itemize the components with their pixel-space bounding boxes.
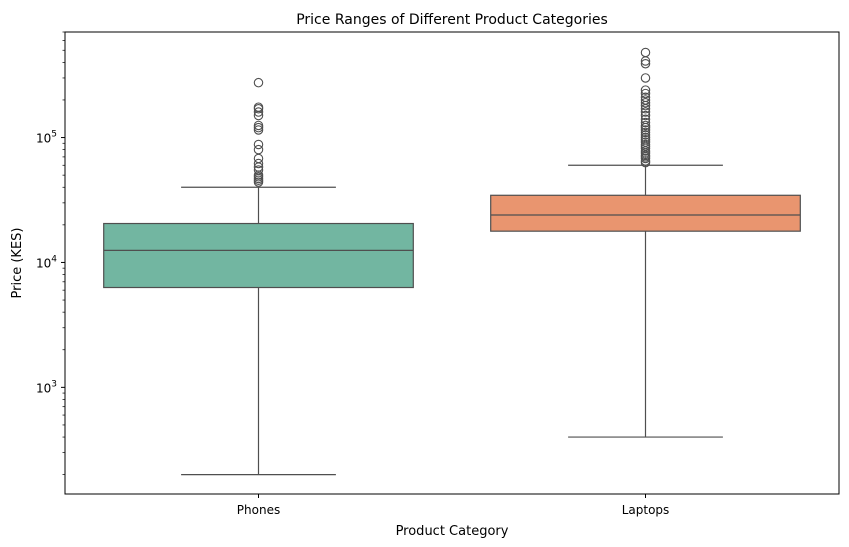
outlier-point xyxy=(253,120,264,131)
outlier-point xyxy=(253,165,264,175)
outlier-point xyxy=(640,97,651,108)
plot-frame xyxy=(64,31,840,495)
outlier-point xyxy=(640,85,651,95)
outlier-point xyxy=(640,58,651,69)
outlier-point xyxy=(253,107,264,117)
outlier-point xyxy=(640,139,651,150)
y-tick-label: 105 xyxy=(36,130,57,146)
outlier-point xyxy=(640,156,651,166)
iqr-box xyxy=(490,194,801,232)
outlier-point xyxy=(640,125,651,135)
box-group-phones xyxy=(103,77,414,476)
outlier-point xyxy=(253,153,264,164)
outlier-point xyxy=(253,144,264,155)
x-tick-label: Phones xyxy=(237,503,280,517)
outlier-point xyxy=(640,95,651,105)
x-tick-label: Laptops xyxy=(622,503,670,517)
x-axis-label: Product Category xyxy=(396,524,509,539)
outlier-point xyxy=(640,110,651,121)
outlier-point xyxy=(253,77,264,88)
outlier-point xyxy=(640,47,651,58)
outlier-point xyxy=(640,73,651,83)
chart-title: Price Ranges of Different Product Catego… xyxy=(296,12,608,28)
y-axis: 103 104 105 xyxy=(36,31,65,476)
y-tick-label: 103 xyxy=(36,379,57,395)
iqr-box xyxy=(103,222,414,289)
outlier-point xyxy=(640,137,651,147)
outlier-point xyxy=(640,88,651,99)
outlier-point xyxy=(253,125,264,135)
outlier-point xyxy=(640,92,651,103)
outlier-point xyxy=(640,117,651,128)
outlier-point xyxy=(640,130,651,140)
outlier-point xyxy=(640,107,651,117)
outlier-point xyxy=(640,146,651,156)
outlier-point xyxy=(640,127,651,138)
outlier-point xyxy=(253,139,264,150)
outlier-point xyxy=(640,114,651,125)
y-tick-label: 104 xyxy=(36,254,57,270)
box-group-laptops xyxy=(490,47,801,438)
x-axis: Phones Laptops xyxy=(237,494,670,517)
y-axis-label: Price (KES) xyxy=(10,228,25,299)
outlier-point xyxy=(253,158,264,169)
plot-area xyxy=(103,47,801,476)
outlier-point xyxy=(640,120,651,131)
outlier-point xyxy=(640,132,651,143)
outlier-point xyxy=(253,102,264,112)
